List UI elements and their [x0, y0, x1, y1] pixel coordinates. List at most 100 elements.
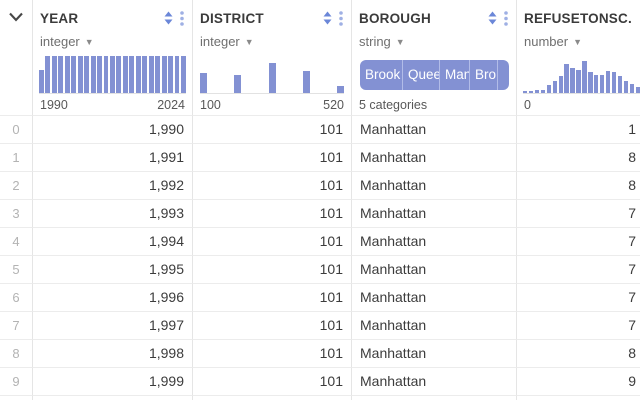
borough-category-count: 5 categories	[359, 98, 428, 112]
refusetons-cell: 7	[517, 283, 640, 311]
histogram-bar	[564, 63, 569, 93]
histogram-bar	[582, 60, 587, 93]
column-header-borough: BOROUGH string ▼ Brook Quee Man Bro 5 categ…	[352, 0, 517, 115]
axis-max-label: 520	[323, 98, 344, 112]
histogram-bar	[599, 74, 605, 93]
select-column-header[interactable]	[0, 0, 33, 115]
column-menu-icon[interactable]	[180, 10, 184, 26]
histogram-bar	[97, 56, 103, 93]
category-segment[interactable]: Quee	[403, 60, 440, 90]
district-cell: 101	[193, 143, 352, 171]
borough-cell: Manhattan	[352, 311, 517, 339]
sort-icon[interactable]	[164, 11, 173, 25]
column-type-dropdown[interactable]: integer ▼	[193, 33, 261, 49]
category-segment[interactable]: Brook	[360, 60, 403, 90]
district-axis: 100 520	[200, 98, 344, 112]
category-segment[interactable]: Man	[440, 60, 470, 90]
refusetons-cell: 8	[517, 339, 640, 367]
borough-cell: Manhattan	[352, 283, 517, 311]
column-title: REFUSETONSC...	[524, 10, 632, 26]
borough-cell: Manhattan	[352, 199, 517, 227]
column-header-district: DISTRICT integer ▼ 100 520	[193, 0, 352, 115]
histogram-bar	[629, 84, 635, 93]
district-cell: 101	[193, 171, 352, 199]
year-axis: 1990 2024	[40, 98, 185, 112]
column-menu-icon[interactable]	[339, 10, 343, 26]
refusetons-cell: 7	[517, 199, 640, 227]
histogram-bar	[576, 69, 581, 93]
refusetons-histogram[interactable]	[523, 56, 640, 94]
row-index: 1	[0, 143, 33, 171]
column-header-year: YEAR integer ▼ 1990 2024	[33, 0, 193, 115]
district-cell: 101	[193, 115, 352, 143]
histogram-bar	[268, 62, 276, 93]
partial-row-cell	[193, 395, 352, 400]
column-type-dropdown[interactable]: integer ▼	[33, 33, 101, 49]
district-histogram[interactable]	[200, 56, 344, 94]
borough-cell: Manhattan	[352, 227, 517, 255]
sort-icon[interactable]	[323, 11, 332, 25]
year-cell: 1,991	[33, 143, 193, 171]
histogram-bar	[161, 56, 167, 93]
sort-icon[interactable]	[488, 11, 497, 25]
year-cell: 1,999	[33, 367, 193, 395]
year-cell: 1,998	[33, 339, 193, 367]
histogram-bar	[58, 56, 64, 93]
district-cell: 101	[193, 227, 352, 255]
chevron-down-icon[interactable]	[8, 11, 24, 23]
refusetons-cell: 7	[517, 255, 640, 283]
axis-min-label: 1990	[40, 98, 68, 112]
histogram-bar	[617, 75, 623, 93]
histogram-bar	[337, 86, 344, 93]
column-title: YEAR	[40, 10, 79, 26]
axis-min-label: 0	[524, 98, 531, 112]
axis-min-label: 100	[200, 98, 221, 112]
histogram-bar	[552, 81, 558, 93]
histogram-bar	[155, 56, 161, 93]
chevron-down-icon: ▼	[573, 36, 582, 47]
histogram-bar	[39, 69, 44, 93]
histogram-bar	[534, 90, 540, 93]
histogram-bar	[523, 91, 528, 93]
histogram-bar	[77, 56, 83, 93]
category-segment[interactable]: Bro	[470, 60, 498, 90]
district-cell: 101	[193, 199, 352, 227]
year-cell: 1,992	[33, 171, 193, 199]
refusetons-cell: 9	[517, 367, 640, 395]
histogram-bar	[570, 67, 575, 93]
refusetons-cell: 8	[517, 171, 640, 199]
year-cell: 1,994	[33, 227, 193, 255]
chevron-down-icon: ▼	[244, 36, 254, 47]
refusetons-cell: 8	[517, 143, 640, 171]
borough-category-bar[interactable]: Brook Quee Man Bro	[360, 60, 509, 90]
category-segment[interactable]	[498, 60, 509, 90]
district-cell: 101	[193, 367, 352, 395]
district-cell: 101	[193, 311, 352, 339]
borough-cell: Manhattan	[352, 115, 517, 143]
row-index: 9	[0, 367, 33, 395]
year-histogram[interactable]	[39, 56, 186, 94]
column-menu-icon[interactable]	[504, 10, 508, 26]
row-index: 7	[0, 311, 33, 339]
row-index: 6	[0, 283, 33, 311]
column-type-dropdown[interactable]: string ▼	[352, 33, 412, 49]
year-cell: 1,995	[33, 255, 193, 283]
column-type-dropdown[interactable]: number ▼	[517, 33, 589, 49]
year-cell: 1,990	[33, 115, 193, 143]
district-cell: 101	[193, 283, 352, 311]
column-type-label: string	[359, 33, 391, 49]
histogram-bar	[109, 56, 115, 93]
histogram-bar	[135, 56, 141, 93]
histogram-bar	[588, 71, 593, 93]
histogram-bar	[546, 85, 552, 93]
histogram-bar	[623, 81, 629, 93]
borough-cell: Manhattan	[352, 367, 517, 395]
borough-cell: Manhattan	[352, 171, 517, 199]
histogram-bar	[180, 56, 186, 93]
chevron-down-icon: ▼	[395, 36, 405, 47]
district-cell: 101	[193, 255, 352, 283]
histogram-bar	[558, 76, 563, 93]
histogram-bar	[51, 56, 57, 93]
row-index: 0	[0, 115, 33, 143]
